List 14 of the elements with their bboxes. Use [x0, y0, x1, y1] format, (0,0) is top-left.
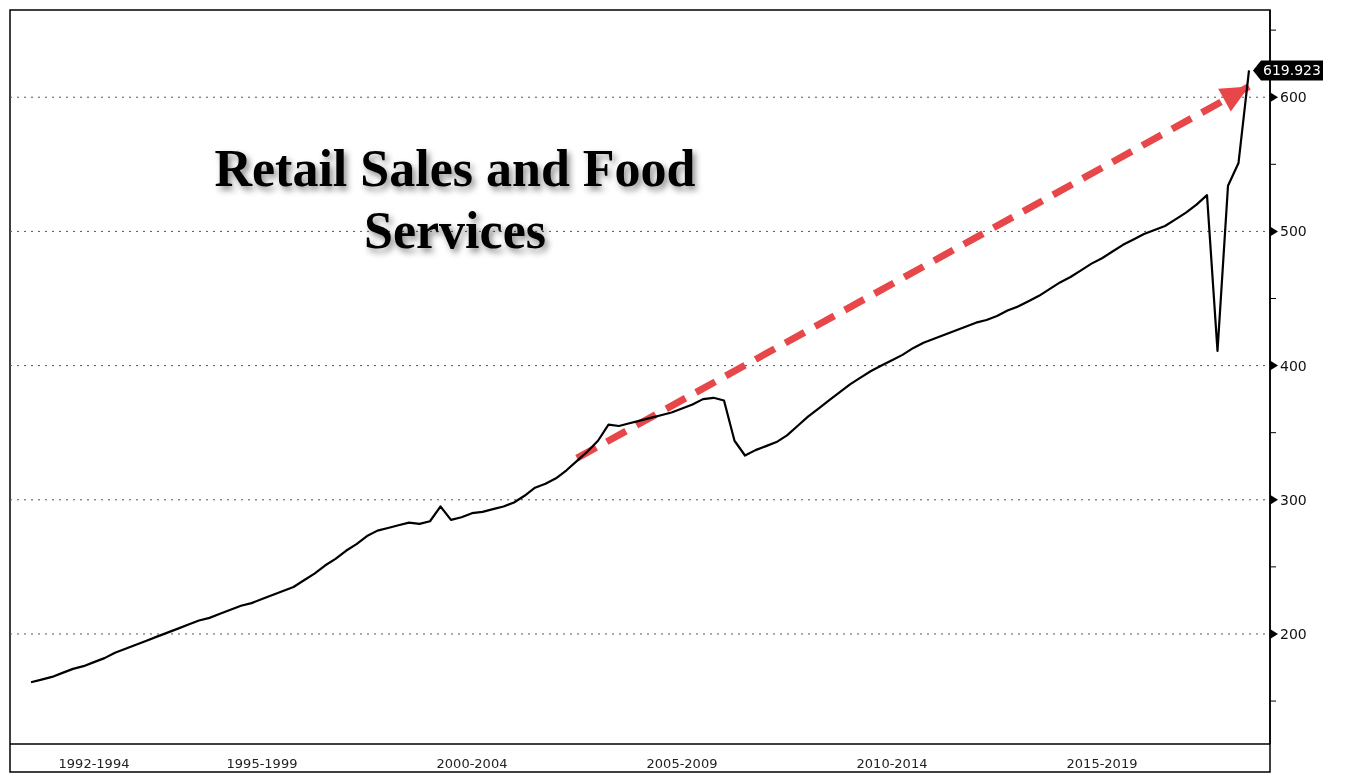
- y-tick-label: 400: [1280, 357, 1307, 374]
- line-series: [29, 69, 1251, 684]
- x-tick-label: 2000-2004: [436, 756, 508, 771]
- y-tick-label: 200: [1280, 625, 1307, 642]
- x-tick-label: 2015-2019: [1066, 756, 1138, 771]
- x-tick-label: 2005-2009: [646, 756, 718, 771]
- y-tick-label: 600: [1280, 89, 1307, 106]
- x-tick-label: 2010-2014: [856, 756, 928, 771]
- x-tick-label: 1995-1999: [226, 756, 298, 771]
- text: Retail Sales and Food Services: [214, 140, 696, 259]
- y-tick-label: 500: [1280, 223, 1307, 240]
- x-tick-label: 1992-1994: [58, 756, 130, 771]
- y-tick-label: 300: [1280, 491, 1307, 508]
- data-label: 619.923: [1263, 62, 1321, 79]
